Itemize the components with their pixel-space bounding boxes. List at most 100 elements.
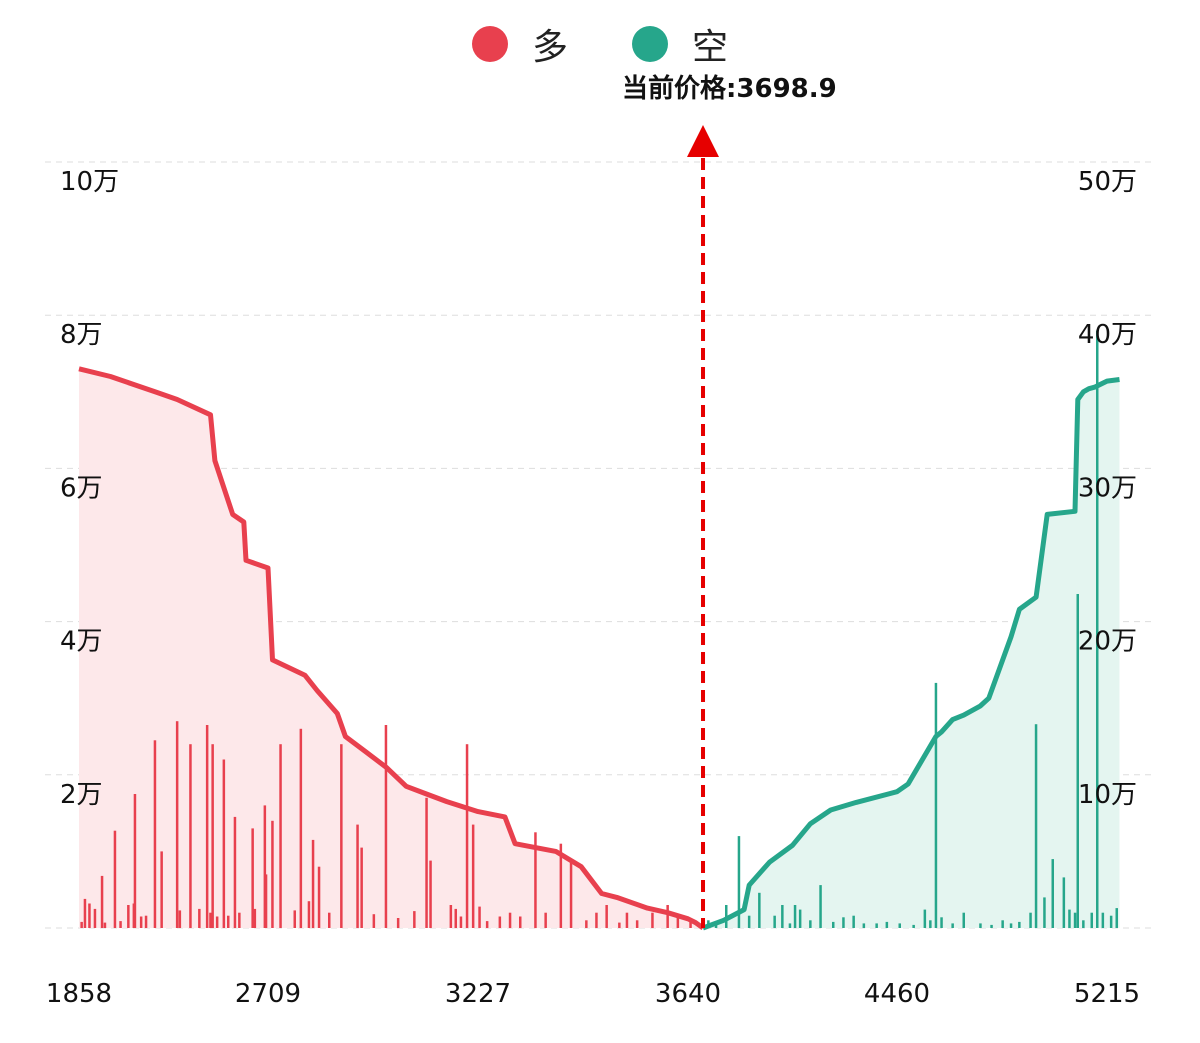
long-oi-bar: [595, 912, 598, 928]
long-oi-bar: [449, 905, 453, 928]
legend-label-short: 空: [692, 27, 729, 68]
long-oi-bar: [618, 922, 621, 928]
y-left-tick-label: 4万: [60, 627, 103, 657]
long-oi-bar: [317, 866, 321, 928]
short-oi-bar: [1009, 923, 1013, 928]
y-left-tick-label: 10万: [60, 167, 119, 197]
short-oi-bar: [773, 915, 776, 928]
long-oi-bar: [299, 728, 303, 928]
long-oi-bar: [139, 916, 143, 928]
short-oi-bar: [852, 915, 855, 928]
long-oi-bar: [215, 916, 219, 928]
long-oi-bar: [519, 916, 522, 928]
long-oi-bar: [198, 908, 201, 928]
long-oi-bar: [372, 914, 376, 928]
long-oi-bar: [569, 859, 573, 928]
long-oi-bar: [498, 916, 502, 928]
legend-item-long[interactable]: 多: [471, 18, 568, 70]
long-oi-bar: [160, 851, 163, 928]
short-oi-bar: [758, 892, 761, 928]
short-oi-bar: [923, 909, 927, 928]
long-oi-bar: [666, 905, 669, 928]
x-tick-label: 3227: [445, 979, 511, 1009]
long-oi-bar: [459, 916, 463, 928]
legend-swatch-short: [632, 26, 668, 62]
short-oi-bar: [842, 917, 845, 928]
long-oi-bar: [113, 830, 117, 928]
y-right-tick-label: 40万: [1078, 320, 1137, 350]
short-oi-bar: [809, 920, 812, 928]
long-oi-bar: [88, 903, 91, 928]
long-oi-bar: [534, 832, 537, 929]
long-oi-bar: [222, 759, 226, 928]
long-oi-bar: [396, 918, 400, 928]
legend-item-short[interactable]: 空: [632, 18, 728, 70]
short-oi-bar: [832, 921, 835, 928]
long-oi-bar: [311, 839, 315, 928]
legend-label-long: 多: [531, 27, 568, 68]
short-oi-bar: [798, 909, 802, 928]
long-oi-bar: [307, 901, 311, 928]
long-oi-bar: [103, 922, 107, 928]
short-oi-bar: [951, 923, 954, 928]
short-oi-bar: [1109, 915, 1113, 928]
x-tick-label: 3640: [655, 979, 721, 1009]
y-left-tick-label: 2万: [60, 780, 103, 810]
long-oi-bar: [465, 744, 469, 928]
short-oi-bar: [940, 917, 943, 928]
long-oi-bar: [508, 912, 512, 928]
short-oi-bar: [793, 905, 797, 928]
long-oi-bar: [413, 911, 416, 928]
long-oi-bar: [651, 912, 654, 928]
short-oi-bar: [788, 923, 792, 928]
long-oi-bar: [227, 915, 230, 928]
long-oi-bar: [264, 874, 268, 928]
long-oi-bar: [133, 794, 137, 928]
y-right-tick-label: 10万: [1078, 780, 1137, 810]
long-oi-bar: [80, 921, 83, 928]
x-tick-label: 2709: [235, 979, 301, 1009]
short-oi-bar: [934, 682, 938, 928]
short-oi-bar: [1090, 912, 1093, 928]
short-oi-bar: [1018, 921, 1021, 928]
long-oi-bar: [100, 875, 104, 928]
y-right-tick-label: 20万: [1078, 627, 1137, 657]
long-oi-bar: [676, 916, 680, 928]
legend-swatch-long: [471, 26, 508, 62]
y-right-tick-label: 30万: [1078, 473, 1137, 503]
short-oi-bar: [1001, 920, 1004, 928]
short-oi-bar: [1073, 912, 1077, 928]
short-oi-bar: [875, 923, 878, 928]
short-oi-bar: [1043, 897, 1046, 928]
long-oi-bar: [83, 898, 87, 928]
short-oi-bar: [929, 920, 932, 928]
long-oi-bar: [429, 860, 432, 928]
short-oi-bar: [819, 885, 822, 928]
long-series-line: [78, 366, 705, 931]
long-oi-bar: [93, 908, 97, 928]
current-price-marker-icon: [687, 125, 720, 157]
long-oi-bar: [293, 910, 296, 928]
long-oi-bar: [625, 912, 629, 928]
long-oi-bar: [454, 908, 457, 928]
long-oi-bar: [328, 912, 331, 928]
long-oi-bar: [471, 824, 475, 928]
short-oi-bar: [912, 924, 915, 928]
long-oi-bar: [253, 908, 257, 928]
current-price-label: 当前价格:3698.9: [622, 74, 837, 104]
short-oi-bar: [737, 836, 741, 928]
short-oi-bar: [962, 912, 965, 928]
short-area-fill: [703, 379, 1120, 928]
short-oi-bar: [1029, 912, 1032, 928]
long-oi-bar: [356, 824, 359, 928]
long-oi-bar: [279, 744, 282, 928]
long-oi-bar: [544, 912, 547, 928]
short-oi-bar: [990, 924, 993, 928]
long-oi-bar: [175, 721, 179, 928]
long-oi-bar: [559, 843, 563, 928]
x-tick-label: 5215: [1074, 979, 1140, 1009]
y-right-tick-label: 50万: [1078, 167, 1137, 197]
short-oi-bar: [862, 923, 866, 928]
short-oi-bar: [747, 915, 751, 928]
